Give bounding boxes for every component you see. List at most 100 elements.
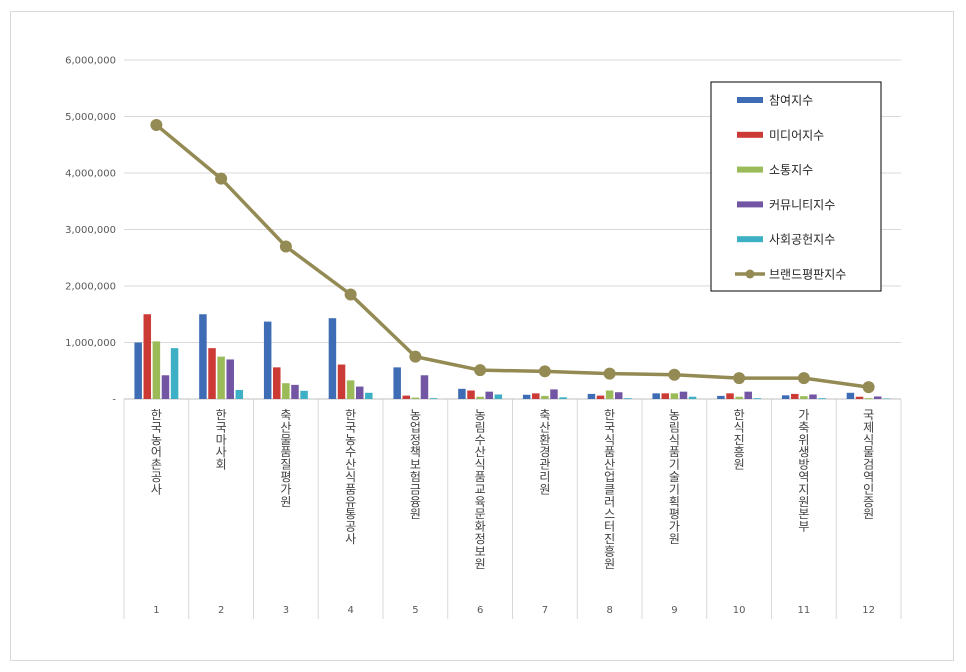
y-tick-label: 2,000,000 xyxy=(65,282,116,293)
bar-5 xyxy=(753,398,762,399)
bar-5 xyxy=(235,389,244,399)
bar-4 xyxy=(679,391,688,399)
bar-3 xyxy=(476,396,484,399)
bar-5 xyxy=(365,392,373,399)
rank-label: 10 xyxy=(733,605,746,616)
bar-2 xyxy=(208,348,216,399)
line-point xyxy=(862,381,875,394)
rank-label: 5 xyxy=(412,605,418,616)
bar-4 xyxy=(485,391,493,399)
bar-3 xyxy=(670,393,679,399)
line-point xyxy=(279,240,292,253)
bar-5 xyxy=(688,396,697,399)
bar-1 xyxy=(652,393,660,399)
legend-swatch xyxy=(737,201,763,208)
bar-1 xyxy=(717,395,725,399)
line-point xyxy=(538,365,551,378)
bar-4 xyxy=(873,396,882,399)
bar-5 xyxy=(494,394,503,399)
bar-5 xyxy=(429,398,438,399)
bar-5 xyxy=(559,397,567,399)
line-point xyxy=(668,368,681,381)
bar-3 xyxy=(152,341,161,399)
bar-1 xyxy=(846,392,855,399)
bar-5 xyxy=(883,398,891,399)
bar-3 xyxy=(346,380,355,399)
rank-label: 8 xyxy=(606,605,612,616)
bar-4 xyxy=(161,375,170,399)
bar-3 xyxy=(605,390,614,399)
bar-5 xyxy=(818,398,826,399)
bar-2 xyxy=(855,396,864,399)
bar-4 xyxy=(420,375,429,399)
bar-3 xyxy=(411,397,420,399)
line-point xyxy=(603,367,616,380)
bar-1 xyxy=(263,321,272,399)
rank-label: 9 xyxy=(671,605,677,616)
bar-3 xyxy=(800,396,808,399)
bar-5 xyxy=(170,348,179,399)
legend-swatch xyxy=(737,131,763,138)
bar-1 xyxy=(587,393,596,399)
y-tick-label: 5,000,000 xyxy=(65,112,116,123)
bar-2 xyxy=(467,390,475,399)
bar-2 xyxy=(661,393,670,399)
bar-2 xyxy=(726,393,734,399)
legend-label: 소통지수 xyxy=(769,163,813,177)
y-tick-label: 6,000,000 xyxy=(65,56,116,67)
bar-2 xyxy=(532,393,540,399)
line-point xyxy=(150,118,163,131)
line-point xyxy=(474,364,487,377)
rank-label: 12 xyxy=(862,605,875,616)
bar-1 xyxy=(393,367,401,399)
bar-5 xyxy=(624,398,632,399)
legend-swatch xyxy=(737,236,763,243)
rank-label: 4 xyxy=(347,605,353,616)
line-point xyxy=(733,372,746,385)
bar-1 xyxy=(328,318,337,399)
legend-label: 미디어지수 xyxy=(769,128,824,142)
legend-label: 브랜드평판지수 xyxy=(769,268,846,282)
chart-frame: - 1,000,000 2,000,000 3,000,000 4,000,000 5,0… xyxy=(10,11,954,661)
legend-box xyxy=(710,81,882,292)
line-point xyxy=(797,372,810,385)
y-tick-label: - xyxy=(112,395,116,406)
series-line xyxy=(155,123,869,389)
legend-swatch xyxy=(737,97,763,103)
bar-2 xyxy=(596,395,605,399)
legend-label: 참여지수 xyxy=(769,94,813,108)
bar-3 xyxy=(735,396,743,399)
y-tick-label: 3,000,000 xyxy=(65,225,116,236)
legend-label: 사회공헌지수 xyxy=(769,233,835,247)
bar-3 xyxy=(541,395,549,399)
legend-marker xyxy=(745,269,755,279)
rank-label: 11 xyxy=(798,605,811,616)
bar-4 xyxy=(809,394,817,399)
bar-2 xyxy=(337,364,346,399)
rank-label: 6 xyxy=(477,605,483,616)
bar-1 xyxy=(458,388,466,399)
bar-4 xyxy=(614,392,623,399)
line-point xyxy=(344,288,357,301)
rank-label: 3 xyxy=(283,605,289,616)
bar-1 xyxy=(522,394,531,399)
bar-4 xyxy=(550,389,558,399)
chart-svg: - 1,000,000 2,000,000 3,000,000 4,000,000 5,0… xyxy=(65,56,902,619)
bar-3 xyxy=(282,383,290,399)
y-tick-label: 4,000,000 xyxy=(65,169,116,180)
bar-1 xyxy=(199,314,207,399)
line-point xyxy=(409,350,422,363)
bar-4 xyxy=(355,386,364,399)
bar-3 xyxy=(864,398,873,399)
